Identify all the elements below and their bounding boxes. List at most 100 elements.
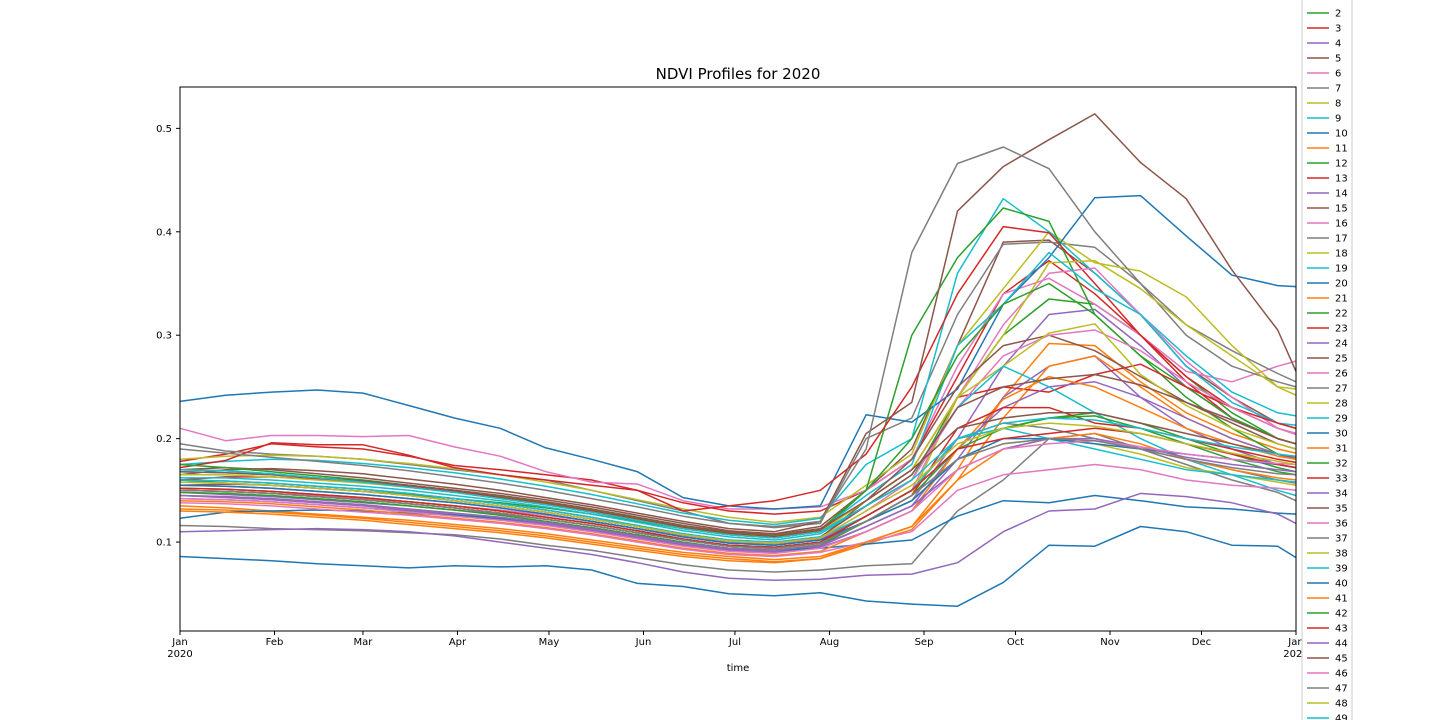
series-line-21 <box>179 355 1297 563</box>
legend-label: 34 <box>1335 489 1348 500</box>
legend-label: 40 <box>1335 579 1348 590</box>
legend-label: 36 <box>1335 519 1348 530</box>
legend-label: 47 <box>1335 684 1348 695</box>
x-axis-label: time <box>727 663 750 674</box>
legend-label: 45 <box>1335 654 1348 665</box>
legend-label: 2 <box>1335 9 1341 20</box>
x-tick-label: Jun <box>635 637 652 648</box>
legend-label: 6 <box>1335 69 1341 80</box>
x-tick-sublabel: 2020 <box>167 649 192 660</box>
x-tick-label: Aug <box>820 637 840 648</box>
x-tick-label: May <box>539 637 560 648</box>
x-tick-label: Feb <box>266 637 284 648</box>
legend-label: 30 <box>1335 429 1348 440</box>
legend-label: 41 <box>1335 594 1348 605</box>
legend-label: 11 <box>1335 144 1348 155</box>
legend: 2345678910111213141516171819202122232425… <box>1301 0 1353 720</box>
series-line-31 <box>179 375 1297 557</box>
legend-label: 42 <box>1335 609 1348 620</box>
x-tick-label: Mar <box>354 637 374 648</box>
series-line-3 <box>179 259 1297 515</box>
series-line-6 <box>179 277 1297 510</box>
series-line-22 <box>179 282 1297 537</box>
y-tick-label: 0.3 <box>156 331 172 342</box>
legend-label: 5 <box>1335 54 1341 65</box>
y-axis: 0.1 0.2 0.3 0.4 0.5 <box>156 124 180 549</box>
legend-label: 10 <box>1335 129 1348 140</box>
legend-label: 44 <box>1335 639 1348 650</box>
x-tick-label: Sep <box>915 637 934 648</box>
series-line-10 <box>179 194 1297 510</box>
legend-label: 20 <box>1335 279 1348 290</box>
x-tick-sublabel: 2021 <box>1283 649 1308 660</box>
y-tick-label: 0.5 <box>156 124 172 135</box>
legend-label: 28 <box>1335 399 1348 410</box>
series-line-24 <box>179 381 1297 553</box>
series-line-45 <box>179 412 1297 536</box>
x-tick-label: Jul <box>728 637 741 648</box>
legend-label: 25 <box>1335 354 1348 365</box>
legend-label: 37 <box>1335 534 1348 545</box>
y-tick-label: 0.4 <box>156 227 172 238</box>
legend-label: 26 <box>1335 369 1348 380</box>
legend-label: 19 <box>1335 264 1348 275</box>
legend-label: 13 <box>1335 174 1348 185</box>
y-tick-label: 0.1 <box>156 538 172 549</box>
legend-box <box>1301 0 1353 720</box>
legend-label: 27 <box>1335 384 1348 395</box>
legend-label: 49 <box>1335 714 1348 720</box>
series-line-49 <box>179 417 1297 539</box>
legend-label: 9 <box>1335 114 1341 125</box>
series-line-46 <box>179 439 1297 555</box>
x-tick-label: Oct <box>1007 637 1024 648</box>
legend-label: 21 <box>1335 294 1348 305</box>
series-line-15 <box>179 113 1297 533</box>
series-line-41 <box>179 432 1297 564</box>
chart-title: NDVI Profiles for 2020 <box>656 65 821 83</box>
legend-label: 3 <box>1335 24 1341 35</box>
legend-label: 43 <box>1335 624 1348 635</box>
series-line-13 <box>179 225 1297 512</box>
x-tick-label: Apr <box>449 637 467 648</box>
plot-frame <box>179 86 1297 632</box>
series-line-34 <box>179 492 1297 582</box>
legend-label: 31 <box>1335 444 1348 455</box>
plot-lines <box>179 113 1297 607</box>
series-line-8 <box>179 231 1297 524</box>
legend-label: 39 <box>1335 564 1348 575</box>
series-line-16 <box>179 267 1297 545</box>
legend-label: 48 <box>1335 699 1348 710</box>
legend-label: 22 <box>1335 309 1348 320</box>
legend-label: 46 <box>1335 669 1348 680</box>
series-line-36 <box>179 463 1297 558</box>
legend-label: 32 <box>1335 459 1348 470</box>
legend-label: 35 <box>1335 504 1348 515</box>
series-line-20 <box>179 525 1297 607</box>
legend-label: 14 <box>1335 189 1348 200</box>
y-tick-label: 0.2 <box>156 434 172 445</box>
series-line-29 <box>180 365 1297 541</box>
legend-label: 23 <box>1335 324 1348 335</box>
series-line-47 <box>179 437 1297 550</box>
series-line-39 <box>179 427 1297 543</box>
series-line-11 <box>179 342 1297 561</box>
legend-label: 4 <box>1335 39 1341 50</box>
legend-label: 12 <box>1335 159 1348 170</box>
x-tick-label: Dec <box>1192 637 1211 648</box>
x-tick-label: Nov <box>1100 637 1120 648</box>
legend-label: 8 <box>1335 99 1341 110</box>
series-line-48 <box>179 422 1297 544</box>
series-line-17 <box>179 146 1297 528</box>
legend-label: 38 <box>1335 549 1348 560</box>
x-tick-label: Jan <box>1287 637 1303 648</box>
legend-label: 33 <box>1335 474 1348 485</box>
legend-label: 17 <box>1335 234 1348 245</box>
legend-label: 7 <box>1335 84 1341 95</box>
legend-label: 15 <box>1335 204 1348 215</box>
legend-label: 16 <box>1335 219 1348 230</box>
legend-label: 29 <box>1335 414 1348 425</box>
series-line-14 <box>179 355 1297 554</box>
x-tick-label: Jan <box>171 637 187 648</box>
